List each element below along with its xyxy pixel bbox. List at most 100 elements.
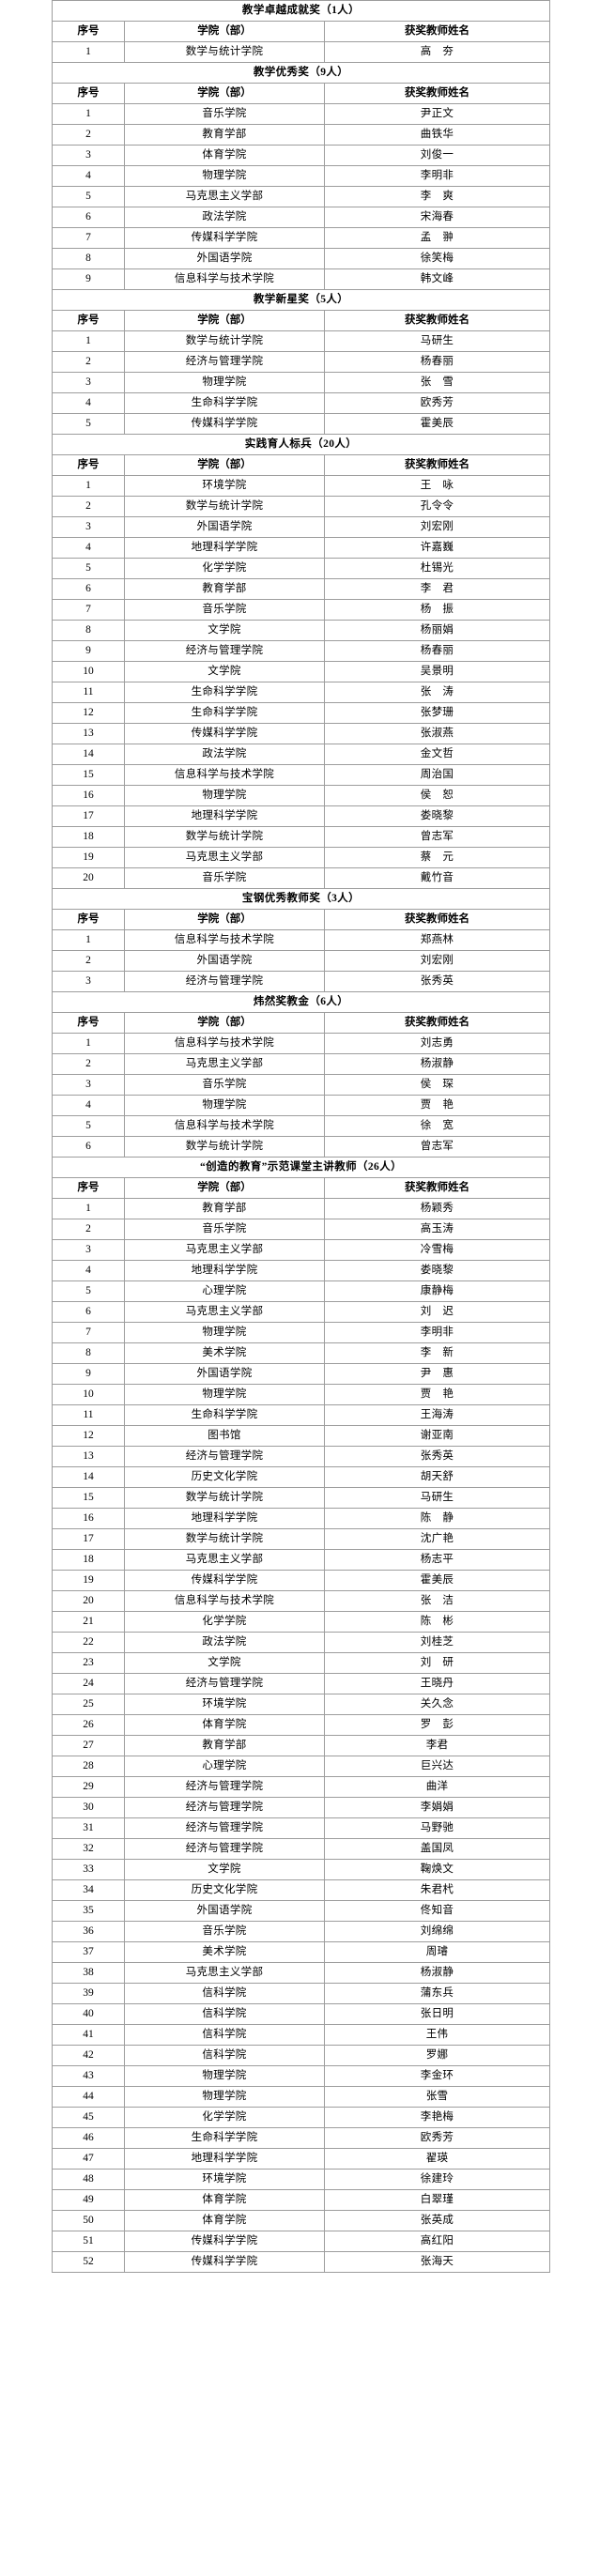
row-unit: 传媒科学学院 [124,413,325,435]
table-row: 44 物理学院 张雪 [52,2086,551,2108]
row-index: 51 [52,2231,125,2252]
row-teacher-name: 王伟 [323,2024,551,2046]
row-teacher-name: 霍美辰 [323,1570,551,1591]
row-teacher-name: 张 雪 [323,372,551,393]
row-teacher-name: 张英成 [323,2210,551,2231]
row-unit: 数学与统计学院 [124,1136,325,1158]
row-index: 10 [52,1384,125,1405]
row-index: 15 [52,1487,125,1509]
row-teacher-name: 张 涛 [323,682,551,703]
row-unit: 经济与管理学院 [124,1673,325,1694]
table-row: 9 信息科学与技术学院 韩文峰 [52,268,551,290]
row-index: 48 [52,2169,125,2190]
row-index: 2 [52,1053,125,1075]
row-teacher-name: 杨淑静 [323,1962,551,1984]
row-index: 7 [52,1322,125,1343]
row-teacher-name: 徐 宽 [323,1115,551,1137]
table-row: 12 生命科学学院 张梦珊 [52,702,551,724]
row-index: 3 [52,516,125,538]
row-unit: 图书馆 [124,1425,325,1447]
row-unit: 数学与统计学院 [124,826,325,848]
row-unit: 外国语学院 [124,1363,325,1385]
row-index: 35 [52,1900,125,1922]
row-index: 49 [52,2189,125,2211]
column-header-index: 序号 [52,1177,125,1199]
row-teacher-name: 关久念 [323,1694,551,1715]
section-title-row: 教学优秀奖（9人） [51,62,551,84]
row-index: 30 [52,1797,125,1818]
row-unit: 物理学院 [124,372,325,393]
table-row: 16 地理科学学院陈 静 [52,1508,551,1529]
row-teacher-name: 周治国 [323,764,551,786]
table-row: 18 马克思主义学部 杨志平 [52,1549,551,1571]
row-index: 40 [52,2003,125,2025]
row-teacher-name: 高红阳 [323,2231,551,2252]
row-index: 16 [52,1508,125,1529]
row-unit: 教育学部 [124,124,325,146]
row-unit: 体育学院 [124,2210,325,2231]
row-teacher-name: 谢亚南 [323,1425,551,1447]
row-teacher-name: 侯 恕 [323,785,551,806]
row-unit: 生命科学学院 [124,392,325,414]
column-header-unit: 学院（部） [124,909,325,930]
table-row: 51 传媒科学学院 高红阳 [52,2231,551,2252]
section-title-row: “创造的教育”示范课堂主讲教师（26人） [51,1157,551,1178]
row-unit: 生命科学学院 [124,702,325,724]
row-index: 36 [52,1921,125,1942]
row-teacher-name: 张雪 [323,2086,551,2108]
table-row: 34 历史文化学院 朱君杙 [52,1879,551,1901]
row-index: 18 [52,826,125,848]
row-index: 23 [52,1652,125,1674]
row-index: 20 [52,1590,125,1612]
table-row: 18 数学与统计学院 曾志军 [52,826,551,848]
table-row: 40 信科学院 张日明 [52,2003,551,2025]
row-unit: 传媒科学学院 [124,723,325,744]
table-row: 4 生命科学学院 欧秀芳 [52,392,551,414]
row-teacher-name: 马研生 [323,330,551,352]
table-row: 24 经济与管理学院 王晓丹 [52,1673,551,1694]
row-unit: 政法学院 [124,207,325,228]
row-unit: 信息科学与技术学院 [124,1115,325,1137]
row-index: 12 [52,1425,125,1447]
column-header-unit: 学院（部） [124,1012,325,1034]
row-teacher-name: 康静梅 [323,1280,551,1302]
column-header-unit: 学院（部） [124,310,325,331]
row-unit: 信科学院 [124,2024,325,2046]
table-row: 8 美术学院李 新 [52,1342,551,1364]
table-row: 3 外国语学院 刘宏刚 [52,516,551,538]
row-index: 32 [52,1838,125,1860]
row-unit: 信科学院 [124,2003,325,2025]
row-index: 5 [52,413,125,435]
row-unit: 环境学院 [124,2169,325,2190]
row-unit: 音乐学院 [124,1219,325,1240]
row-unit: 物理学院 [124,1095,325,1116]
row-index: 33 [52,1859,125,1880]
row-unit: 信息科学与技术学院 [124,1033,325,1054]
row-unit: 化学学院 [124,2107,325,2128]
table-row: 8 文学院 杨丽娟 [52,620,551,641]
section-title-row: 炜然奖教金（6人） [51,991,551,1013]
row-teacher-name: 吴景明 [323,661,551,682]
row-teacher-name: 尹正文 [323,103,551,125]
column-header-index: 序号 [52,21,125,42]
row-index: 14 [52,744,125,765]
row-unit: 体育学院 [124,2189,325,2211]
section-title-row: 宝钢优秀教师奖（3人） [51,888,551,910]
table-row: 27 教育学部 李君 [52,1735,551,1756]
table-row: 3 马克思主义学部 冷雪梅 [52,1239,551,1261]
row-teacher-name: 许嘉巍 [323,537,551,559]
table-row: 3 音乐学院侯 琛 [52,1074,551,1096]
row-index: 43 [52,2065,125,2087]
table-row: 19 马克思主义学部蔡 元 [52,847,551,868]
row-index: 7 [52,599,125,621]
row-unit: 生命科学学院 [124,1404,325,1426]
row-teacher-name: 张秀英 [323,971,551,992]
row-unit: 物理学院 [124,1384,325,1405]
row-unit: 音乐学院 [124,599,325,621]
row-unit: 经济与管理学院 [124,640,325,662]
table-row: 50 体育学院 张英成 [52,2210,551,2231]
table-row: 5 信息科学与技术学院徐 宽 [52,1115,551,1137]
row-teacher-name: 张海天 [323,2251,551,2273]
row-index: 17 [52,805,125,827]
row-index: 2 [52,124,125,146]
